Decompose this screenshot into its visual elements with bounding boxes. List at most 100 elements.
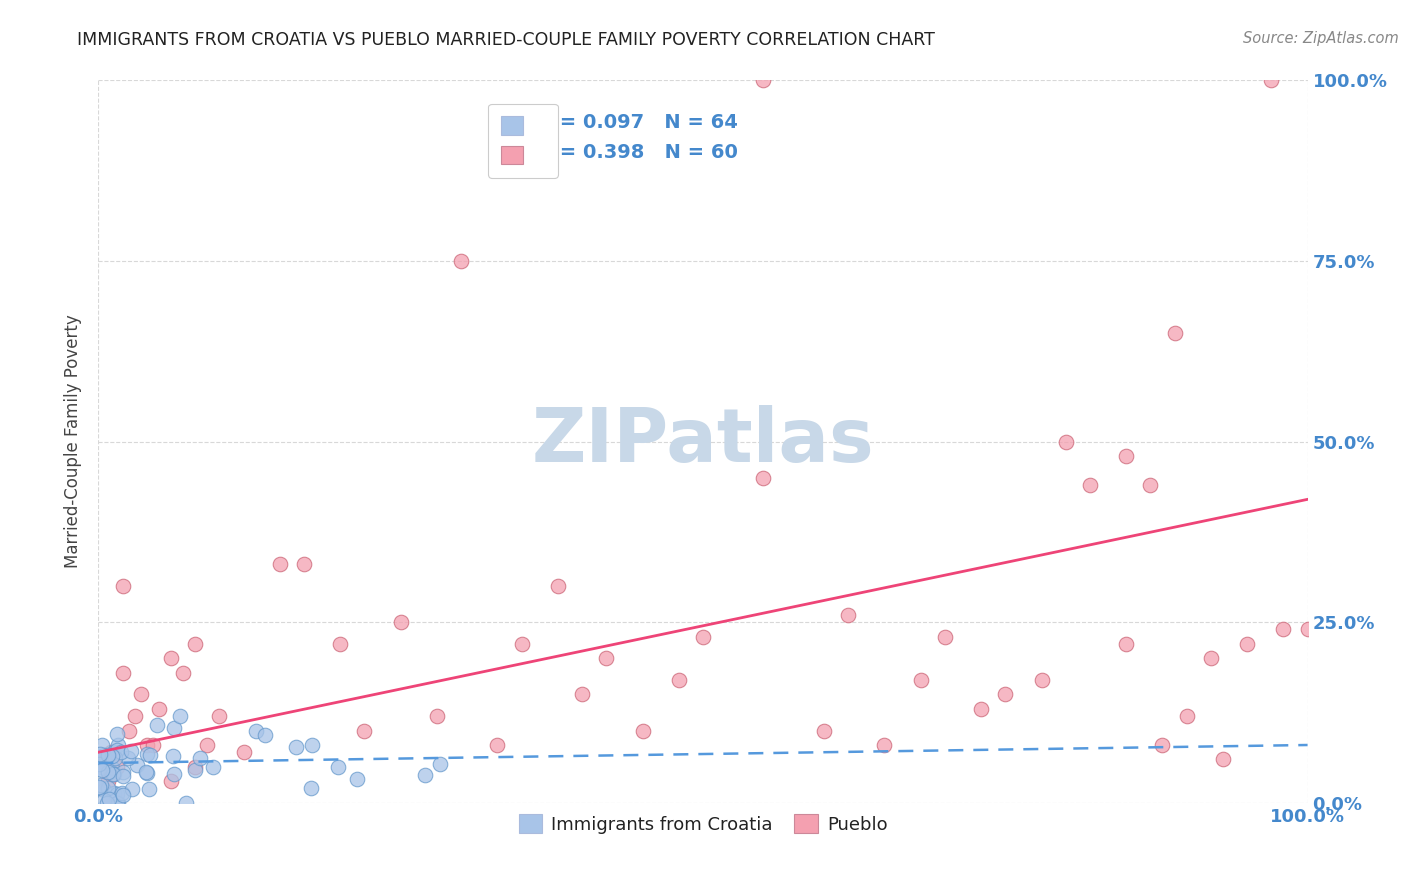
Point bbox=[135, 738, 157, 752]
Point bbox=[135, 747, 157, 761]
Point bbox=[100, 761, 122, 775]
Point bbox=[668, 673, 690, 687]
Point bbox=[105, 727, 128, 741]
Point bbox=[426, 709, 449, 723]
Point bbox=[100, 748, 122, 763]
Point bbox=[169, 709, 191, 723]
Point bbox=[184, 637, 207, 651]
Point bbox=[1115, 449, 1137, 463]
Point bbox=[135, 764, 157, 779]
Point bbox=[752, 73, 775, 87]
Text: ZIPatlas: ZIPatlas bbox=[531, 405, 875, 478]
Point bbox=[1152, 738, 1174, 752]
Point bbox=[486, 738, 509, 752]
Point bbox=[837, 607, 859, 622]
Point bbox=[142, 738, 165, 752]
Point bbox=[873, 738, 896, 752]
Point bbox=[138, 781, 160, 796]
Point bbox=[232, 745, 254, 759]
Point bbox=[269, 558, 291, 572]
Point bbox=[752, 471, 775, 485]
Point bbox=[107, 743, 129, 757]
Point bbox=[129, 687, 152, 701]
Point bbox=[692, 630, 714, 644]
Point bbox=[111, 665, 134, 680]
Point bbox=[98, 791, 121, 805]
Point bbox=[245, 723, 267, 738]
Point bbox=[413, 767, 436, 781]
Point bbox=[91, 763, 114, 777]
Text: R = 0.097   N = 64: R = 0.097 N = 64 bbox=[537, 112, 738, 132]
Point bbox=[450, 253, 472, 268]
Point bbox=[100, 764, 122, 779]
Point bbox=[93, 752, 115, 766]
Point bbox=[90, 759, 112, 773]
Point bbox=[93, 747, 115, 762]
Point bbox=[163, 767, 186, 781]
Point bbox=[184, 760, 207, 774]
Point bbox=[97, 780, 120, 795]
Point bbox=[1296, 623, 1319, 637]
Text: IMMIGRANTS FROM CROATIA VS PUEBLO MARRIED-COUPLE FAMILY POVERTY CORRELATION CHAR: IMMIGRANTS FROM CROATIA VS PUEBLO MARRIE… bbox=[77, 31, 935, 49]
Point bbox=[188, 751, 211, 765]
Point bbox=[353, 723, 375, 738]
Point bbox=[160, 651, 183, 665]
Point bbox=[97, 765, 120, 780]
Point bbox=[299, 780, 322, 795]
Point bbox=[103, 745, 125, 759]
Point bbox=[910, 673, 932, 687]
Point bbox=[1272, 623, 1295, 637]
Point bbox=[162, 721, 184, 735]
Point bbox=[93, 793, 115, 807]
Point bbox=[148, 702, 170, 716]
Point bbox=[90, 778, 112, 792]
Point bbox=[104, 751, 127, 765]
Point bbox=[121, 781, 143, 796]
Point bbox=[1175, 709, 1198, 723]
Point bbox=[105, 760, 128, 774]
Point bbox=[292, 558, 315, 572]
Text: R = 0.398   N = 60: R = 0.398 N = 60 bbox=[537, 144, 738, 162]
Point bbox=[571, 687, 593, 701]
Point bbox=[346, 772, 368, 786]
Point bbox=[112, 788, 135, 802]
Point bbox=[87, 762, 110, 776]
Point bbox=[103, 766, 125, 780]
Point bbox=[547, 579, 569, 593]
Point bbox=[103, 786, 125, 800]
Point bbox=[105, 787, 128, 801]
Point bbox=[145, 718, 167, 732]
Point bbox=[934, 630, 956, 644]
Point bbox=[96, 796, 118, 810]
Point bbox=[105, 796, 128, 810]
Point bbox=[1031, 673, 1053, 687]
Point bbox=[135, 765, 157, 780]
Point bbox=[813, 723, 835, 738]
Point bbox=[172, 665, 194, 680]
Point bbox=[118, 723, 141, 738]
Point bbox=[970, 702, 993, 716]
Point bbox=[93, 783, 115, 797]
Point bbox=[89, 747, 111, 761]
Point bbox=[125, 757, 148, 772]
Point bbox=[97, 774, 120, 789]
Point bbox=[202, 760, 225, 774]
Point bbox=[1199, 651, 1222, 665]
Point bbox=[195, 738, 218, 752]
Point bbox=[1163, 326, 1185, 341]
Point bbox=[208, 709, 231, 723]
Text: Source: ZipAtlas.com: Source: ZipAtlas.com bbox=[1243, 31, 1399, 46]
Point bbox=[284, 739, 307, 754]
Point bbox=[97, 748, 120, 763]
Point bbox=[994, 687, 1017, 701]
Point bbox=[631, 723, 654, 738]
Point bbox=[389, 615, 412, 630]
Point bbox=[100, 745, 122, 759]
Point bbox=[90, 738, 112, 752]
Point bbox=[184, 764, 207, 778]
Point bbox=[329, 637, 352, 651]
Point bbox=[162, 749, 184, 764]
Point bbox=[301, 738, 323, 752]
Point bbox=[110, 745, 132, 759]
Point bbox=[111, 579, 134, 593]
